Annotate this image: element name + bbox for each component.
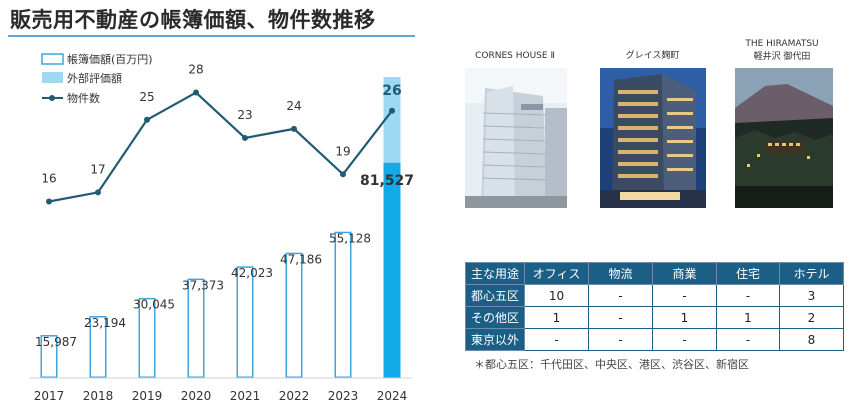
- footnote: ＊都心五区：千代田区、中央区、港区、渋谷区、新宿区: [474, 358, 749, 371]
- x-tick-label: 2023: [328, 389, 359, 403]
- table-row-label: 東京以外: [465, 328, 525, 351]
- legend-swatch-count-dot: [49, 95, 55, 101]
- book-value-bar: [187, 278, 205, 378]
- property-count-point: [291, 125, 297, 132]
- count-data-label: 25: [139, 90, 154, 104]
- property-card-cornes: CORNES HOUSE Ⅱ: [460, 48, 570, 208]
- count-data-label: 26: [382, 83, 401, 99]
- table-header-cell: 商業: [652, 262, 717, 285]
- property-count-point: [46, 198, 52, 205]
- book-value-data-label: 30,045: [133, 298, 175, 312]
- book-value-data-label: 23,194: [84, 316, 126, 330]
- table-header-cell: オフィス: [524, 262, 589, 285]
- book-value-bar: [383, 162, 401, 378]
- table-cell: 10: [524, 284, 589, 307]
- table-cell: 1: [524, 306, 589, 329]
- legend: 帳簿価額(百万円) 外部評価額 物件数: [41, 52, 153, 105]
- table-cell: 2: [779, 306, 844, 329]
- x-tick-label: 2019: [132, 389, 163, 403]
- book-value-data-label: 37,373: [182, 278, 224, 292]
- property-count-point: [144, 116, 150, 123]
- table-row: その他区 1 - 1 1 2: [465, 306, 844, 329]
- table-row-label: その他区: [465, 306, 525, 329]
- x-tick-label: 2017: [34, 389, 65, 403]
- property-name: グレイス麹町: [625, 51, 680, 61]
- book-value-data-label: 42,023: [231, 266, 273, 280]
- book-value-bar: [89, 316, 107, 379]
- legend-swatch-appraisal: [42, 72, 63, 83]
- property-count-point: [389, 107, 395, 114]
- table-cell: -: [716, 284, 780, 307]
- usage-table: 主な用途 オフィス 物流 商業 住宅 ホテル 都心五区 10 - - - 3 そ…: [465, 262, 844, 351]
- legend-label-appraisal: 外部評価額: [67, 71, 122, 85]
- count-data-label: 17: [90, 162, 105, 176]
- property-name: CORNES HOUSE Ⅱ: [475, 51, 555, 61]
- hiramatsu-photo: [735, 68, 833, 208]
- table-cell: -: [524, 328, 589, 351]
- table-header-cell: 主な用途: [465, 262, 525, 285]
- legend-label-count: 物件数: [67, 91, 100, 105]
- book-value-data-label: 81,527: [360, 173, 414, 189]
- property-count-point: [242, 134, 248, 141]
- table-cell: 3: [779, 284, 844, 307]
- property-count-point: [193, 89, 199, 96]
- legend-swatch-book-value: [41, 53, 64, 65]
- table-cell: 1: [652, 306, 717, 329]
- table-cell: 1: [716, 306, 780, 329]
- x-tick-label: 2020: [181, 389, 212, 403]
- table-cell: -: [652, 328, 717, 351]
- table-header-cell: 住宅: [716, 262, 780, 285]
- title-underline: [8, 35, 415, 37]
- x-tick-label: 2024: [377, 389, 408, 403]
- property-count-point: [340, 171, 346, 178]
- property-card-grace: グレイス麹町: [595, 48, 710, 208]
- usage-table-header-row: 主な用途 オフィス 物流 商業 住宅 ホテル: [465, 262, 844, 285]
- property-count-point: [95, 189, 101, 196]
- book-value-bar: [138, 297, 156, 379]
- table-header-cell: ホテル: [779, 262, 844, 285]
- x-tick-label: 2018: [83, 389, 114, 403]
- table-row-label: 都心五区: [465, 284, 525, 307]
- property-name: THE HIRAMATSU: [745, 39, 819, 49]
- x-tick-label: 2021: [230, 389, 261, 403]
- table-cell: -: [652, 284, 717, 307]
- book-value-data-label: 15,987: [35, 335, 77, 349]
- book-value-bar: [334, 231, 352, 378]
- table-row: 東京以外 - - - - 8: [465, 328, 844, 351]
- count-data-label: 16: [41, 172, 56, 186]
- count-data-label: 19: [335, 144, 350, 158]
- grace-kojimachi-photo: [600, 68, 706, 208]
- table-cell: -: [716, 328, 780, 351]
- chart-area: 帳簿価額(百万円) 外部評価額 物件数 16 17 25 28 23 24 19 26 15,9…: [30, 52, 414, 403]
- table-cell: 8: [779, 328, 844, 351]
- property-card-hiramatsu: THE HIRAMATSU 軽井沢 御代田: [728, 36, 836, 208]
- x-tick-label: 2022: [279, 389, 310, 403]
- legend-label-book-value: 帳簿価額(百万円): [67, 52, 153, 66]
- table-row: 都心五区 10 - - - 3: [465, 284, 844, 307]
- cornes-house-photo: [465, 68, 567, 208]
- count-data-label: 23: [237, 108, 252, 122]
- book-value-data-label: 55,128: [329, 231, 371, 245]
- book-value-bar: [40, 335, 58, 378]
- table-cell: -: [588, 328, 653, 351]
- property-count-line: [48, 91, 393, 203]
- page-title: 販売用不動産の帳簿価額、物件数推移: [10, 8, 376, 32]
- table-cell: -: [588, 306, 653, 329]
- table-cell: -: [588, 284, 653, 307]
- count-data-label: 24: [286, 99, 301, 113]
- count-data-label: 28: [188, 63, 203, 77]
- property-subname: 軽井沢 御代田: [753, 52, 811, 62]
- book-value-bar: [236, 266, 254, 378]
- table-header-cell: 物流: [588, 262, 653, 285]
- book-value-bar: [285, 252, 303, 378]
- book-value-data-label: 47,186: [280, 252, 322, 266]
